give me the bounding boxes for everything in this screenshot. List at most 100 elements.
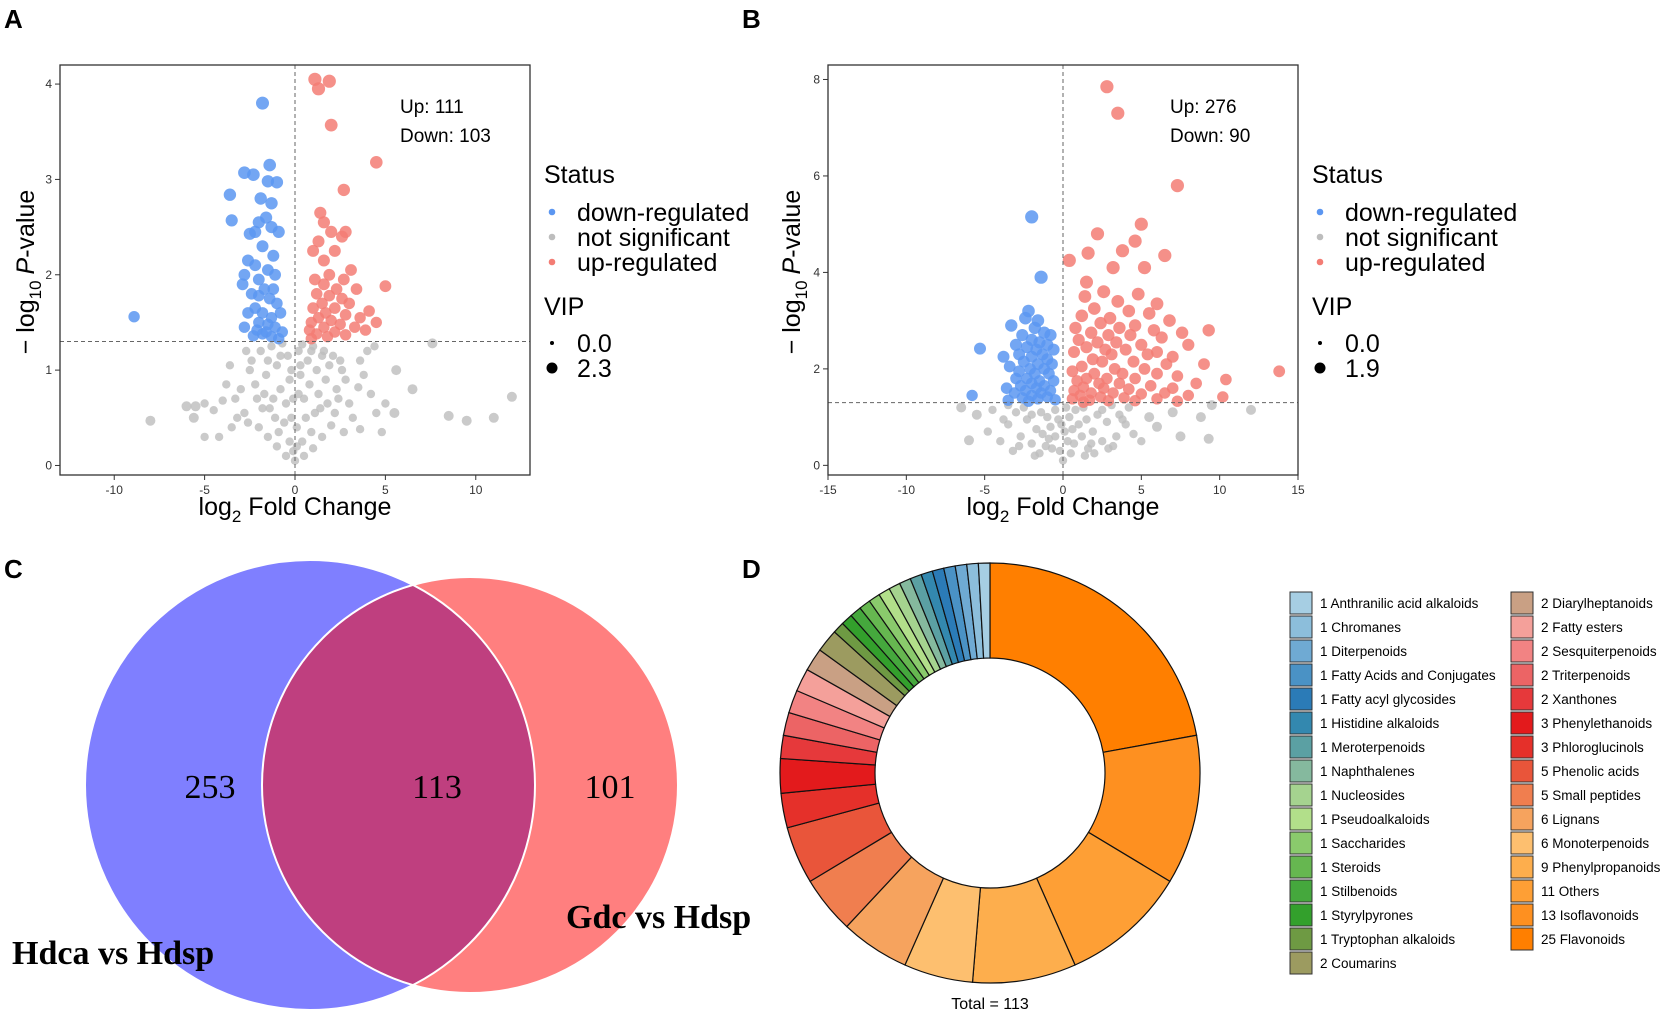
y-tick-label: 4 [45,77,52,91]
volcano-a-point-down-regulated [270,176,284,189]
volcano-b-point-up-regulated [1134,217,1148,231]
volcano-b-point-up-regulated [1175,326,1189,339]
volcano-b-point-up-regulated [1100,80,1114,94]
volcano-a-point-not-significant [317,351,327,360]
volcano-b-point-up-regulated [1128,319,1142,332]
volcano-b-point-down-regulated [1003,360,1016,373]
donut-legend-label: 1 Histidine alkaloids [1320,716,1440,731]
donut-legend-label: 1 Pseudoalkaloids [1320,812,1430,827]
x-tick-label: -15 [819,483,837,497]
volcano-a-point-down-regulated [260,326,272,338]
volcano-b-point-up-regulated [1075,360,1088,373]
donut-legend-swatch [1289,855,1313,879]
volcano-b-point-up-regulated [1110,336,1123,349]
volcano-a-point-down-regulated [249,259,262,272]
volcano-b-point-not-significant [1080,451,1090,460]
volcano-a-point-not-significant [328,351,338,360]
volcano-b-point-not-significant [1047,444,1057,453]
volcano-b-point-up-regulated [1129,395,1141,407]
donut-legend-swatch [1510,927,1534,951]
volcano-a-point-not-significant [316,404,325,413]
volcano-a-point-down-regulated [247,168,260,181]
volcano-a-point-not-significant [506,391,517,402]
volcano-b-point-up-regulated [1160,358,1173,370]
volcano-b-point-up-regulated [1182,389,1195,402]
x-tick-label: 15 [1291,483,1305,497]
donut-legend-swatch [1289,663,1313,687]
volcano-b-point-up-regulated [1066,365,1079,378]
volcano-a-point-not-significant [407,384,418,395]
volcano-b-point-not-significant [1121,420,1130,429]
volcano-a-point-not-significant [370,342,379,351]
volcano-a-point-down-regulated [265,197,278,210]
legend-b-vip-min: 0.0 [1345,330,1380,358]
volcano-b-point-not-significant [1195,412,1206,423]
x-tick-label: -10 [898,483,916,497]
volcano-b-point-not-significant [988,405,997,415]
volcano-a-point-not-significant [334,394,343,403]
volcano-a-point-not-significant [337,365,347,375]
legend-a-vip-max: 2.3 [577,355,612,383]
volcano-a-point-up-regulated [354,312,366,324]
volcano-b-point-not-significant [999,415,1008,424]
volcano-b-point-up-regulated [1137,261,1152,275]
volcano-b-point-up-regulated [1113,377,1126,390]
legend-b-vip-small [1318,341,1322,345]
legend-a-vip-title: VIP [544,293,584,321]
volcano-a-point-not-significant [314,389,323,399]
volcano-a-point-not-significant [363,346,372,356]
legend-a-dot-down [548,208,556,216]
volcano-a-point-not-significant [263,432,273,442]
volcano-a-point-not-significant [323,399,332,408]
donut-legend-label: 2 Triterpenoids [1541,668,1631,683]
donut-total: Total = 113 [951,996,1029,1013]
volcano-a-point-not-significant [218,396,227,405]
volcano-a-xlabel: log2 Fold Change [199,493,392,526]
volcano-a-point-up-regulated [345,264,357,276]
x-tick-label: 5 [1138,483,1145,497]
volcano-b-point-down-regulated [1025,210,1039,224]
volcano-a-point-down-regulated [261,175,275,188]
x-tick-label: 5 [382,483,389,497]
volcano-a-point-not-significant [366,389,376,399]
y-tick-label: 4 [813,265,820,279]
volcano-b-point-up-regulated [1118,392,1130,404]
volcano-b-point-up-regulated [1119,343,1132,356]
legend-b-dot-down [1316,208,1324,216]
volcano-b-point-not-significant [1011,408,1021,417]
volcano-a-point-up-regulated [321,331,334,343]
donut-legend-swatch [1510,687,1534,711]
volcano-b-point-up-regulated [1202,324,1215,337]
volcano-b-point-not-significant [983,427,992,436]
volcano-a-point-up-regulated [329,302,341,314]
volcano-a-point-not-significant [285,375,294,384]
volcano-a-point-not-significant [330,408,339,418]
donut-legend-label: 1 Steroids [1320,860,1381,875]
volcano-a-point-down-regulated [267,283,280,295]
volcano-a-point-not-significant [312,365,321,375]
volcano-a-point-not-significant [225,361,235,370]
volcano-b-point-up-regulated [1069,321,1082,335]
volcano-b-point-up-regulated [1096,355,1109,368]
y-tick-label: 6 [813,169,820,183]
volcano-b-point-not-significant [1112,432,1121,441]
volcano-a-point-not-significant [298,437,307,446]
venn-right-outline [261,576,679,994]
volcano-b-point-not-significant [1036,408,1046,417]
donut-legend-swatch [1289,807,1313,831]
donut-legend-swatch [1289,831,1313,855]
volcano-b-point-up-regulated [1116,367,1129,380]
volcano-a-point-not-significant [281,451,291,461]
volcano-a-point-up-regulated [312,235,325,248]
volcano-a-point-not-significant [296,361,305,370]
volcano-a-point-not-significant [258,404,267,413]
donut-legend-swatch [1289,927,1313,951]
volcano-a-annotation-up: Up: 111 [400,97,464,118]
donut-slices [779,562,1201,984]
donut-legend-label: 1 Fatty acyl glycosides [1320,692,1456,707]
volcano-a-point-down-regulated [273,333,285,345]
donut-slice-flavonoids [989,562,1198,754]
volcano-b-point-up-regulated [1115,244,1130,258]
volcano-b-point-not-significant [1098,405,1107,415]
volcano-b-point-up-regulated [1123,383,1135,395]
